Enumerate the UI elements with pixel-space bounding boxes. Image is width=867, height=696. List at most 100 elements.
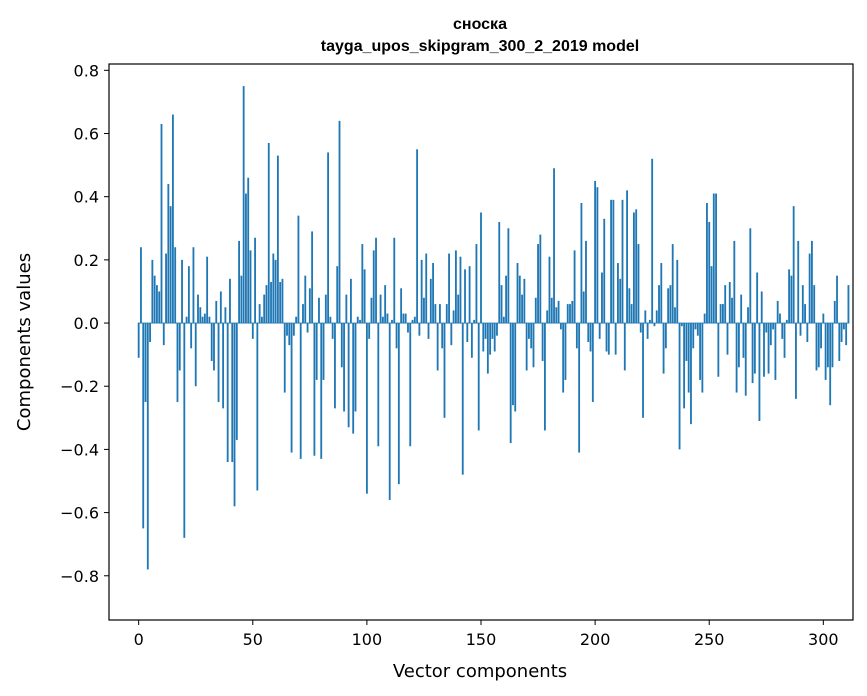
bar	[445, 304, 448, 324]
bar	[258, 304, 261, 324]
bar	[571, 300, 574, 324]
bar	[464, 269, 466, 324]
bar	[393, 237, 396, 324]
bar	[621, 199, 624, 324]
bar	[340, 323, 343, 368]
bar	[690, 323, 692, 425]
bar	[635, 209, 638, 324]
bar	[345, 294, 348, 324]
bar	[158, 291, 161, 324]
bar	[541, 323, 544, 361]
bar	[648, 319, 651, 324]
bar	[792, 206, 795, 324]
bar	[530, 323, 533, 349]
bar	[694, 323, 697, 330]
bar	[731, 297, 733, 324]
bar	[452, 310, 455, 324]
bar	[589, 323, 592, 352]
bar	[434, 304, 437, 324]
bar	[728, 281, 731, 324]
bar	[354, 323, 357, 412]
bar	[162, 323, 165, 346]
bar	[769, 323, 772, 346]
bar	[813, 285, 816, 324]
bar	[279, 281, 282, 324]
bar	[758, 323, 761, 421]
bar	[169, 206, 172, 324]
bar	[210, 323, 213, 361]
y-tick-label: 0.8	[74, 61, 99, 80]
x-tick-label: 0	[134, 630, 144, 649]
x-tick-label: 300	[808, 630, 839, 649]
bar	[178, 323, 181, 371]
bar	[286, 323, 288, 336]
bar	[206, 256, 209, 324]
bar	[639, 323, 642, 333]
bar	[441, 323, 444, 349]
bar	[521, 294, 523, 324]
bar	[377, 323, 380, 447]
bar	[151, 259, 154, 324]
bar	[388, 323, 391, 500]
bar	[523, 278, 526, 324]
bar	[270, 281, 272, 324]
bar	[655, 310, 658, 324]
bar	[717, 323, 720, 377]
bar	[512, 323, 514, 406]
bar	[222, 323, 225, 409]
bar	[598, 323, 601, 339]
bar	[585, 240, 587, 324]
bar	[630, 304, 633, 324]
bar	[219, 291, 222, 324]
bar	[457, 294, 460, 324]
bar	[603, 218, 606, 324]
bar	[247, 177, 250, 324]
bar	[601, 272, 603, 324]
bar	[607, 323, 610, 355]
bar	[553, 168, 555, 324]
y-tick-label: −0.2	[60, 377, 99, 396]
bar	[384, 285, 387, 324]
bar	[224, 307, 227, 324]
bar	[265, 285, 268, 324]
bar	[324, 294, 327, 324]
bar	[322, 323, 325, 380]
bar	[795, 323, 797, 399]
bar	[623, 323, 626, 371]
bar	[477, 323, 480, 431]
bar	[418, 323, 421, 336]
bar	[744, 323, 747, 396]
y-tick-label: −0.4	[60, 440, 99, 459]
bar	[288, 323, 291, 346]
bar	[790, 275, 793, 324]
bar	[263, 294, 266, 324]
bar	[411, 319, 414, 324]
bar	[537, 244, 539, 324]
bar	[299, 323, 302, 459]
bar	[829, 323, 832, 406]
bar	[836, 275, 838, 324]
bar	[580, 203, 583, 324]
bar	[605, 323, 608, 352]
x-tick-label: 150	[466, 630, 497, 649]
bar	[368, 323, 371, 339]
bar	[142, 323, 145, 529]
bar	[235, 323, 238, 440]
bar	[375, 237, 377, 324]
bar	[153, 275, 156, 324]
bar	[486, 323, 489, 374]
bar	[475, 244, 478, 324]
bar	[276, 155, 279, 324]
bar	[156, 285, 158, 324]
bar	[459, 256, 462, 324]
bar	[261, 316, 263, 324]
bar	[505, 275, 508, 324]
chart-title-line1: сноска	[453, 16, 507, 33]
y-tick-label: −0.8	[60, 567, 99, 586]
bar	[722, 304, 724, 324]
bar	[334, 323, 336, 409]
bar	[674, 307, 676, 324]
bar	[633, 212, 635, 324]
bar	[706, 203, 708, 324]
